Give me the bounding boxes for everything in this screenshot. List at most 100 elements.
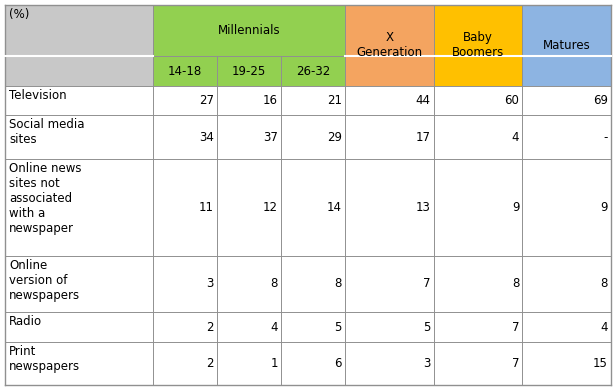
Bar [434,312,522,342]
Text: 21: 21 [327,94,342,107]
Text: 5: 5 [334,321,342,333]
Text: 27: 27 [199,94,214,107]
Text: 4: 4 [512,131,519,144]
Text: 1: 1 [270,357,278,370]
Text: 44: 44 [416,94,431,107]
Bar [5,5,153,86]
Text: 19-25: 19-25 [232,64,266,78]
Text: 26-32: 26-32 [296,64,330,78]
Text: 4: 4 [270,321,278,333]
Bar [153,255,217,312]
Bar [5,312,153,342]
Text: Online news
sites not
associated
with a
newspaper: Online news sites not associated with a … [9,161,81,235]
Text: Print
newspapers: Print newspapers [9,345,80,373]
Text: 15: 15 [593,357,608,370]
Text: -: - [604,131,608,144]
Text: 17: 17 [416,131,431,144]
Bar [217,115,281,159]
Bar [522,342,611,385]
Bar [153,115,217,159]
Bar [345,255,434,312]
Bar [217,342,281,385]
Text: Matures: Matures [543,39,591,52]
Bar [153,56,217,86]
Text: Millennials: Millennials [217,24,280,37]
Bar [153,312,217,342]
Bar [434,86,522,115]
Text: Social media
sites: Social media sites [9,119,84,147]
Text: 2: 2 [206,357,214,370]
Bar [522,312,611,342]
Bar [281,255,345,312]
Text: 7: 7 [512,321,519,333]
Bar [153,159,217,255]
Text: 9: 9 [512,200,519,214]
Bar [434,255,522,312]
Bar [522,115,611,159]
Bar [5,86,153,115]
Text: 2: 2 [206,321,214,333]
Bar [434,5,522,86]
Bar [217,159,281,255]
Bar [281,342,345,385]
Bar [522,86,611,115]
Text: 7: 7 [423,277,431,291]
Text: Baby
Boomers: Baby Boomers [452,32,504,59]
Text: 34: 34 [199,131,214,144]
Bar [522,255,611,312]
Text: 12: 12 [263,200,278,214]
Text: 8: 8 [601,277,608,291]
Bar [281,115,345,159]
Bar [522,159,611,255]
Bar [434,115,522,159]
Bar [217,56,281,86]
Bar [153,342,217,385]
Bar [153,86,217,115]
Bar [345,86,434,115]
Bar [5,159,153,255]
Text: Television: Television [9,89,67,102]
Bar [217,312,281,342]
Bar [5,115,153,159]
Bar [281,159,345,255]
Text: 4: 4 [601,321,608,333]
Text: 11: 11 [199,200,214,214]
Text: 37: 37 [263,131,278,144]
Text: 7: 7 [512,357,519,370]
Text: 8: 8 [270,277,278,291]
Bar [345,5,434,86]
Text: 60: 60 [505,94,519,107]
Bar [217,86,281,115]
Text: 69: 69 [593,94,608,107]
Bar [5,342,153,385]
Text: 14: 14 [327,200,342,214]
Bar [217,255,281,312]
Bar [281,86,345,115]
Text: Online
version of
newspapers: Online version of newspapers [9,259,80,301]
Text: 8: 8 [512,277,519,291]
Bar [434,159,522,255]
Text: 9: 9 [601,200,608,214]
Bar [345,342,434,385]
Bar [522,5,611,86]
Text: 5: 5 [423,321,431,333]
Bar [281,312,345,342]
Text: 8: 8 [334,277,342,291]
Bar [434,342,522,385]
Text: X
Generation: X Generation [356,32,423,59]
Text: 3: 3 [423,357,431,370]
Text: 14-18: 14-18 [168,64,202,78]
Text: 16: 16 [263,94,278,107]
Bar [345,159,434,255]
Text: 3: 3 [206,277,214,291]
Text: 29: 29 [327,131,342,144]
Text: Radio: Radio [9,315,42,328]
Bar [153,5,345,56]
Bar [345,312,434,342]
Bar [281,56,345,86]
Text: 13: 13 [416,200,431,214]
Bar [345,115,434,159]
Text: 6: 6 [334,357,342,370]
Text: (%): (%) [9,8,30,21]
Bar [5,255,153,312]
